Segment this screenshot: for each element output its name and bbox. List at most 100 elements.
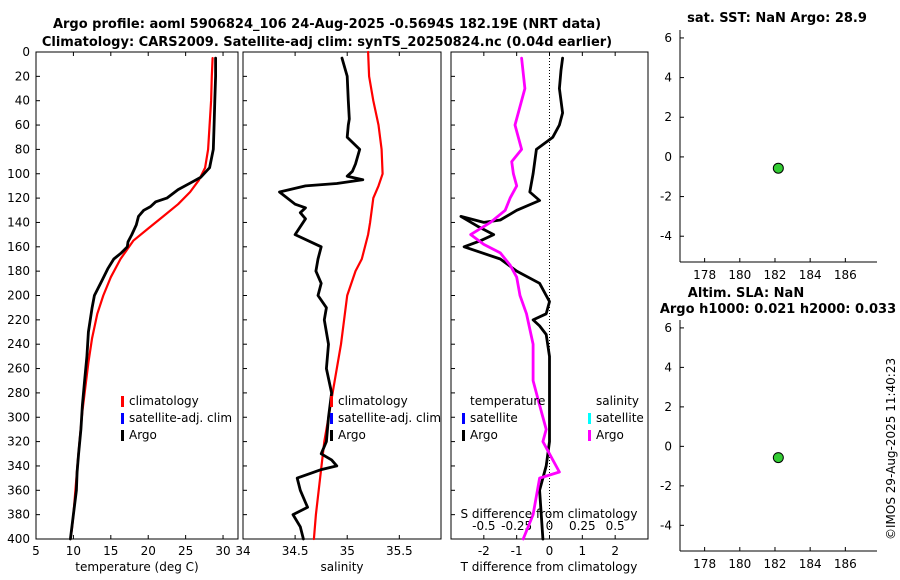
sst-panel: 178 180 182 184 186 -4 -2 0 2 4 6 <box>660 30 877 282</box>
difference-xtick-label: 2 <box>611 544 619 558</box>
difference-top-xtick-label: 0.5 <box>606 519 625 533</box>
sst-ytick-label: 6 <box>664 31 672 45</box>
legend-argo-label: Argo <box>338 428 366 442</box>
temperature-ytick-label: 300 <box>7 410 30 424</box>
difference-top-xlabel: S difference from climatology <box>461 507 638 521</box>
temperature-panel: 5 10 15 20 25 3002040608010012014016018020022… <box>7 45 239 558</box>
sla-panel: 178 180 182 184 186 -4 -2 0 2 4 6 <box>660 320 877 571</box>
sst-xtick-label: 180 <box>728 268 751 282</box>
temperature-ytick-label: 380 <box>7 508 30 522</box>
legend-climatology-swatch <box>121 396 124 407</box>
sla-xtick-label: 178 <box>693 557 716 571</box>
difference-xtick-label: -2 <box>478 544 490 558</box>
temperature-xlabel: temperature (deg C) <box>75 560 198 574</box>
sla-argo-point <box>772 452 784 464</box>
temperature-axes-box <box>35 51 239 540</box>
sst-ytick-label: -4 <box>660 229 672 243</box>
temperature-xtick-label: 20 <box>141 544 156 558</box>
difference-top-xtick-label: -0.25 <box>501 519 532 533</box>
sla-xtick-label: 180 <box>728 557 751 571</box>
legend-t-argo-label: Argo <box>470 428 498 442</box>
temperature-series-climatology <box>69 56 214 541</box>
temperature-ytick-label: 160 <box>7 240 30 254</box>
difference-xlabel: T difference from climatology <box>460 560 638 574</box>
temperature-ytick-label: 120 <box>7 191 30 205</box>
sst-title: sat. SST: NaN Argo: 28.9 <box>687 11 867 26</box>
legend-s-satellite-label: satellite <box>596 411 644 425</box>
temperature-ytick-label: 80 <box>15 142 30 156</box>
temperature-xtick-label: 25 <box>178 544 193 558</box>
temperature-ytick-label: 200 <box>7 289 30 303</box>
sla-ytick-label: -2 <box>660 479 672 493</box>
temperature-ytick-label: 400 <box>7 532 30 546</box>
sst-ytick-label: -2 <box>660 190 672 204</box>
legend-s-argo-swatch <box>588 430 591 441</box>
legend-s-argo-label: Argo <box>596 428 624 442</box>
temperature-ytick-label: 140 <box>7 215 30 229</box>
legend-argo-swatch <box>121 430 124 441</box>
legend-temperature-header: temperature <box>470 394 545 408</box>
difference-xtick-label: 0 <box>546 544 554 558</box>
legend-argo-label: Argo <box>129 428 157 442</box>
figure-title-line1: Argo profile: aoml 5906824_106 24-Aug-20… <box>53 17 601 32</box>
difference-legend: temperature satellite Argo salinity sate… <box>462 394 644 442</box>
temperature-xtick-label: 30 <box>215 544 230 558</box>
temperature-series-argo <box>69 56 218 541</box>
temperature-ytick-label: 340 <box>7 459 30 473</box>
sla-ytick-label: 0 <box>664 439 672 453</box>
temperature-ytick-label: 60 <box>15 118 30 132</box>
salinity-xtick-label: 35.5 <box>386 544 413 558</box>
sla-xtick-label: 182 <box>764 557 787 571</box>
temperature-ytick-label: 40 <box>15 94 30 108</box>
temperature-ytick-label: 260 <box>7 362 30 376</box>
sla-title-line2: Argo h1000: 0.021 h2000: 0.033 <box>660 302 896 317</box>
difference-top-xtick-label: -0.5 <box>472 519 495 533</box>
difference-top-xtick-label: 0.25 <box>569 519 596 533</box>
legend-argo-swatch <box>330 430 333 441</box>
legend-salinity-header: salinity <box>596 394 639 408</box>
temperature-legend: climatology satellite-adj. clim Argo <box>121 394 232 442</box>
temperature-ytick-label: 220 <box>7 313 30 327</box>
salinity-xtick-label: 34 <box>235 544 250 558</box>
difference-xtick-label: -1 <box>511 544 523 558</box>
temperature-ytick-label: 360 <box>7 483 30 497</box>
difference-xtick-label: 1 <box>579 544 587 558</box>
legend-satellite-label: satellite-adj. clim <box>129 411 232 425</box>
sla-xtick-label: 186 <box>834 557 857 571</box>
temperature-ytick-label: 280 <box>7 386 30 400</box>
sst-argo-point <box>772 162 784 174</box>
sst-xtick-label: 182 <box>764 268 787 282</box>
sla-ytick-label: -4 <box>660 518 672 532</box>
legend-s-satellite-swatch <box>588 413 591 424</box>
legend-satellite-swatch <box>121 413 124 424</box>
temperature-xtick-label: 15 <box>103 544 118 558</box>
salinity-panel: 34 34.5 35 35.5 <box>235 50 442 558</box>
sst-xtick-label: 184 <box>799 268 822 282</box>
sla-xtick-label: 184 <box>799 557 822 571</box>
salinity-xtick-label: 34.5 <box>282 544 309 558</box>
sla-title-line1: Altim. SLA: NaN <box>688 286 804 301</box>
legend-climatology-label: climatology <box>338 394 408 408</box>
sst-xtick-label: 178 <box>693 268 716 282</box>
difference-series-argo-s-diff <box>469 56 561 541</box>
sst-xtick-label: 186 <box>834 268 857 282</box>
salinity-xtick-label: 35 <box>340 544 355 558</box>
salinity-xlabel: salinity <box>320 560 363 574</box>
sst-ytick-label: 0 <box>664 150 672 164</box>
salinity-legend: climatology satellite-adj. clim Argo <box>330 394 441 442</box>
legend-t-satellite-label: satellite <box>470 411 518 425</box>
sla-ytick-label: 4 <box>664 360 672 374</box>
imos-watermark: ©IMOS 29-Aug-2025 11:40:23 <box>884 358 898 540</box>
salinity-axes-box <box>242 51 442 540</box>
sla-ytick-label: 6 <box>664 321 672 335</box>
legend-t-satellite-swatch <box>462 413 465 424</box>
temperature-ytick-label: 100 <box>7 167 30 181</box>
temperature-xtick-label: 5 <box>32 544 40 558</box>
figure-title-line2: Climatology: CARS2009. Satellite-adj cli… <box>42 35 612 50</box>
difference-top-xtick-label: 0 <box>546 519 554 533</box>
temperature-ytick-label: 320 <box>7 435 30 449</box>
legend-satellite-swatch <box>330 413 333 424</box>
temperature-ytick-label: 240 <box>7 337 30 351</box>
legend-satellite-label: satellite-adj. clim <box>338 411 441 425</box>
